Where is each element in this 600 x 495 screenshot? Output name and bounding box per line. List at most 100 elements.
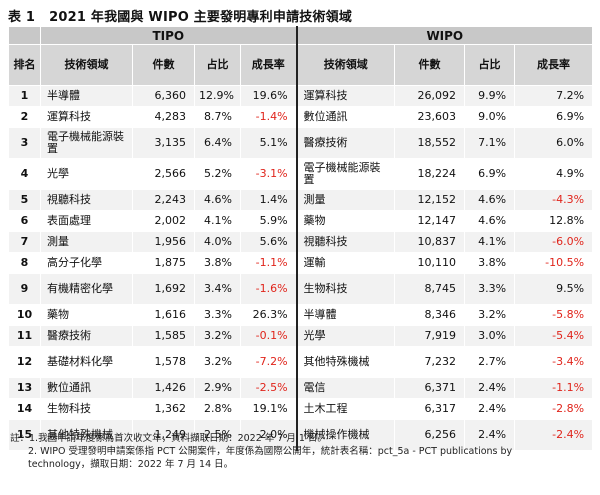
tipo-count-cell: 4,283 bbox=[132, 106, 195, 128]
tipo-share-cell: 4.1% bbox=[194, 210, 241, 232]
table-row: 4 光學 2,566 5.2% -3.1% 電子機械能源裝置 18,224 6.9% 4.9% bbox=[8, 158, 594, 190]
tipo-count-cell: 2,002 bbox=[132, 210, 195, 232]
table-row: 8 高分子化學 1,875 3.8% -1.1% 運輸 10,110 3.8% -10.5% bbox=[8, 252, 594, 274]
wipo-share-cell: 7.1% bbox=[464, 127, 516, 159]
wipo-growth-cell: -10.5% bbox=[514, 252, 594, 274]
tipo-growth-cell: 19.6% bbox=[239, 85, 298, 107]
tipo-share-cell: 3.2% bbox=[194, 346, 241, 378]
wipo-growth-cell: 9.5% bbox=[514, 273, 594, 305]
wipo-count-cell: 8,745 bbox=[394, 273, 466, 305]
tipo-field-cell: 醫療技術 bbox=[40, 325, 133, 347]
tipo-growth-cell: -1.6% bbox=[239, 273, 298, 305]
wipo-field-cell: 運算科技 bbox=[295, 85, 396, 107]
table-row: 14 生物科技 1,362 2.8% 19.1% 土木工程 6,317 2.4% -2.8% bbox=[8, 398, 594, 420]
tipo-share-header: 占比 bbox=[194, 44, 241, 86]
tipo-share-cell: 8.7% bbox=[194, 106, 241, 128]
tipo-growth-cell: -2.5% bbox=[239, 377, 298, 399]
tipo-field-cell: 藥物 bbox=[40, 304, 133, 326]
tipo-field-cell: 電子機械能源裝置 bbox=[40, 127, 133, 159]
wipo-growth-cell: -2.4% bbox=[514, 419, 594, 451]
wipo-count-cell: 18,224 bbox=[394, 158, 466, 190]
wipo-field-cell: 電信 bbox=[295, 377, 396, 399]
tipo-growth-cell: 19.1% bbox=[239, 398, 298, 420]
rank-cell: 3 bbox=[8, 127, 41, 159]
table-row: 1 半導體 6,360 12.9% 19.6% 運算科技 26,092 9.9% 7.2% bbox=[8, 85, 594, 107]
wipo-count-cell: 7,919 bbox=[394, 325, 466, 347]
wipo-count-cell: 10,837 bbox=[394, 231, 466, 253]
table-row: 7 測量 1,956 4.0% 5.6% 視聽科技 10,837 4.1% -6.0% bbox=[8, 231, 594, 253]
tipo-growth-cell: 1.4% bbox=[239, 189, 298, 211]
tipo-growth-cell: 26.3% bbox=[239, 304, 298, 326]
wipo-share-cell: 4.1% bbox=[464, 231, 516, 253]
wipo-share-cell: 4.6% bbox=[464, 189, 516, 211]
wipo-count-cell: 23,603 bbox=[394, 106, 466, 128]
wipo-field-cell: 電子機械能源裝置 bbox=[295, 158, 396, 190]
table-row: 2 運算科技 4,283 8.7% -1.4% 數位通訊 23,603 9.0% 6.9% bbox=[8, 106, 594, 128]
wipo-field-cell: 半導體 bbox=[295, 304, 396, 326]
wipo-field-cell: 測量 bbox=[295, 189, 396, 211]
tipo-count-cell: 1,426 bbox=[132, 377, 195, 399]
wipo-growth-cell: -3.4% bbox=[514, 346, 594, 378]
wipo-field-cell: 光學 bbox=[295, 325, 396, 347]
tipo-count-header: 件數 bbox=[132, 44, 195, 86]
tipo-field-cell: 運算科技 bbox=[40, 106, 133, 128]
tipo-growth-cell: -3.1% bbox=[239, 158, 298, 190]
tipo-share-cell: 2.9% bbox=[194, 377, 241, 399]
tipo-share-cell: 6.4% bbox=[194, 127, 241, 159]
wipo-field-header: 技術領域 bbox=[295, 44, 396, 86]
tipo-field-cell: 表面處理 bbox=[40, 210, 133, 232]
tipo-header: TIPO bbox=[39, 26, 298, 45]
wipo-field-cell: 視聽科技 bbox=[295, 231, 396, 253]
wipo-share-cell: 2.4% bbox=[464, 398, 516, 420]
wipo-growth-cell: 6.0% bbox=[514, 127, 594, 159]
table-row: 11 醫療技術 1,585 3.2% -0.1% 光學 7,919 3.0% -5.4% bbox=[8, 325, 594, 347]
tipo-count-cell: 6,360 bbox=[132, 85, 195, 107]
tipo-field-cell: 高分子化學 bbox=[40, 252, 133, 274]
tipo-count-cell: 1,578 bbox=[132, 346, 195, 378]
wipo-share-cell: 3.3% bbox=[464, 273, 516, 305]
rank-cell: 6 bbox=[8, 210, 41, 232]
corner-cell bbox=[8, 26, 41, 45]
wipo-count-cell: 12,147 bbox=[394, 210, 466, 232]
tipo-growth-cell: 5.6% bbox=[239, 231, 298, 253]
wipo-field-cell: 藥物 bbox=[295, 210, 396, 232]
wipo-growth-cell: -5.4% bbox=[514, 325, 594, 347]
wipo-field-cell: 機械操作機械 bbox=[295, 419, 396, 451]
table-body: 1 半導體 6,360 12.9% 19.6% 運算科技 26,092 9.9% 7.2% 2 運算… bbox=[8, 85, 594, 451]
rank-cell: 7 bbox=[8, 231, 41, 253]
tipo-share-cell: 4.0% bbox=[194, 231, 241, 253]
tipo-growth-cell: 2.0% bbox=[239, 419, 298, 451]
wipo-count-cell: 6,317 bbox=[394, 398, 466, 420]
tipo-field-cell: 生物科技 bbox=[40, 398, 133, 420]
rank-cell: 12 bbox=[8, 346, 41, 378]
wipo-share-cell: 2.4% bbox=[464, 419, 516, 451]
wipo-share-cell: 3.8% bbox=[464, 252, 516, 274]
tipo-share-cell: 2.8% bbox=[194, 398, 241, 420]
wipo-share-header: 占比 bbox=[464, 44, 516, 86]
tipo-growth-cell: -7.2% bbox=[239, 346, 298, 378]
tipo-field-cell: 有機精密化學 bbox=[40, 273, 133, 305]
footnote-1: 註：1.我國申請年度係為首次收文年，資料擷取日期：2022 年 7 月 1 日。 bbox=[10, 433, 327, 444]
wipo-count-cell: 6,256 bbox=[394, 419, 466, 451]
rank-cell: 10 bbox=[8, 304, 41, 326]
tipo-share-cell: 3.8% bbox=[194, 252, 241, 274]
wipo-count-cell: 6,371 bbox=[394, 377, 466, 399]
wipo-field-cell: 醫療技術 bbox=[295, 127, 396, 159]
tipo-growth-cell: 5.1% bbox=[239, 127, 298, 159]
tipo-count-cell: 1,875 bbox=[132, 252, 195, 274]
wipo-share-cell: 2.4% bbox=[464, 377, 516, 399]
footnotes: 註：1.我國申請年度係為首次收文年，資料擷取日期：2022 年 7 月 1 日。… bbox=[10, 432, 590, 471]
wipo-count-cell: 12,152 bbox=[394, 189, 466, 211]
wipo-growth-cell: -5.8% bbox=[514, 304, 594, 326]
wipo-share-cell: 3.2% bbox=[464, 304, 516, 326]
rank-cell: 13 bbox=[8, 377, 41, 399]
tipo-field-cell: 視聽科技 bbox=[40, 189, 133, 211]
tipo-share-cell: 3.4% bbox=[194, 273, 241, 305]
patent-table: TIPO WIPO 排名 技術領域 件數 占比 成長率 技術領域 件數 占比 成… bbox=[8, 26, 594, 451]
tipo-count-cell: 1,616 bbox=[132, 304, 195, 326]
tipo-field-cell: 測量 bbox=[40, 231, 133, 253]
rank-header: 排名 bbox=[8, 44, 41, 86]
wipo-share-cell: 9.0% bbox=[464, 106, 516, 128]
tipo-field-cell: 光學 bbox=[40, 158, 133, 190]
wipo-header: WIPO bbox=[295, 26, 594, 45]
